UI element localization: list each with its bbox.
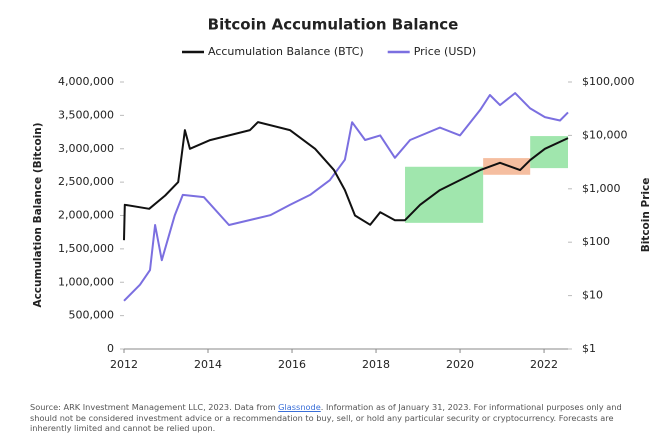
y-tick-label: 3,000,000 bbox=[58, 142, 114, 155]
y2-tick-label: $10,000 bbox=[582, 128, 628, 141]
y-tick-label: 3,500,000 bbox=[58, 108, 114, 121]
footnote-text: . Information as of January 31, 2023. Fo… bbox=[30, 402, 622, 433]
x-tick-label: 2012 bbox=[110, 358, 138, 371]
y2-tick-label: $1 bbox=[582, 342, 596, 355]
x-tick-label: 2022 bbox=[530, 358, 558, 371]
series-line bbox=[123, 121, 569, 241]
y-axis-label: Accumulation Balance (Bitcoin) bbox=[32, 122, 44, 307]
x-tick-label: 2020 bbox=[446, 358, 474, 371]
y-tick-label: 2,000,000 bbox=[58, 209, 114, 222]
y-tick-label: 500,000 bbox=[69, 309, 115, 322]
y-tick-label: 0 bbox=[107, 342, 114, 355]
legend-label: Accumulation Balance (BTC) bbox=[208, 45, 364, 58]
y-tick-label: 4,000,000 bbox=[58, 75, 114, 88]
chart: Bitcoin Accumulation Balance Accumulatio… bbox=[32, 16, 652, 372]
highlight-region bbox=[483, 158, 531, 175]
y-tick-label: 1,500,000 bbox=[58, 242, 114, 255]
x-tick-label: 2018 bbox=[362, 358, 390, 371]
x-tick-label: 2016 bbox=[278, 358, 306, 371]
footnote-link[interactable]: Glassnode bbox=[278, 402, 321, 412]
y2-tick-label: $100,000 bbox=[582, 75, 635, 88]
footnote: Source: ARK Investment Management LLC, 2… bbox=[30, 402, 640, 434]
x-tick-label: 2014 bbox=[194, 358, 222, 371]
y-tick-label: 1,000,000 bbox=[58, 275, 114, 288]
footnote-text: Source: ARK Investment Management LLC, 2… bbox=[30, 402, 279, 412]
legend-label: Price (USD) bbox=[414, 45, 476, 58]
y2-tick-label: $100 bbox=[582, 235, 610, 248]
y2-tick-label: $10 bbox=[582, 289, 603, 302]
y2-tick-label: $1,000 bbox=[582, 182, 621, 195]
chart-title: Bitcoin Accumulation Balance bbox=[208, 16, 459, 34]
y-tick-label: 2,500,000 bbox=[58, 175, 114, 188]
y2-axis-label: Bitcoin Price bbox=[640, 178, 652, 253]
series-line bbox=[123, 92, 569, 302]
